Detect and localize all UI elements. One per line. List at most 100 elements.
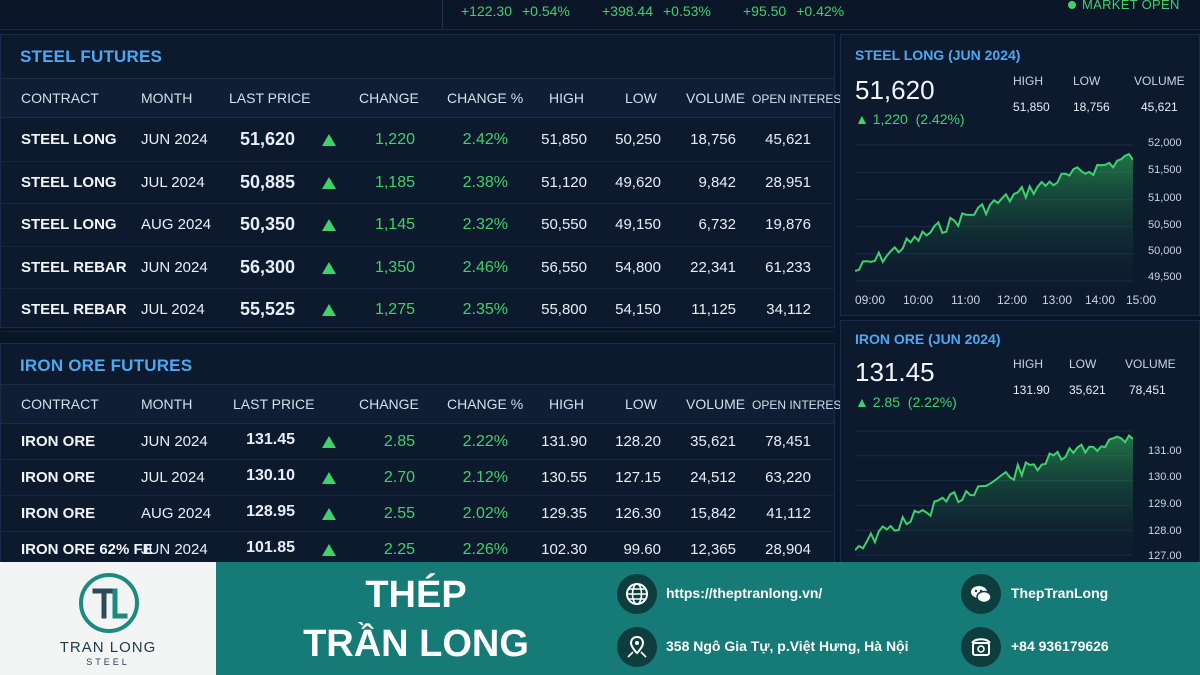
cell-oi: 28,951 [765, 173, 811, 191]
cell-contract: IRON ORE [21, 469, 96, 486]
y-tick-label: 127.00 [1148, 550, 1182, 562]
header-open-interest: OPEN INTEREST [752, 398, 849, 412]
website-link[interactable]: https://theptranlong.vn/ [666, 585, 823, 601]
steel-futures-panel: STEEL FUTURES CONTRACT MONTH LAST PRICE … [0, 34, 849, 332]
cell-change: 2.25 [383, 541, 415, 558]
cell-change: 1,350 [374, 258, 415, 276]
panel-title: STEEL FUTURES [20, 47, 163, 66]
steel-price-line-chart [855, 144, 1133, 287]
header-low: LOW [625, 90, 657, 106]
cell-change: 1,185 [374, 173, 415, 191]
cell-month: JUN 2024 [141, 541, 208, 558]
chart-change: ▲ 1,220 (2.42%) [855, 111, 965, 127]
cell-change: 1,145 [374, 216, 415, 234]
cell-low: 54,150 [615, 301, 661, 319]
chart-price-line [855, 433, 1133, 551]
header-change-pct: CHANGE % [447, 396, 524, 412]
y-tick-label: 50,500 [1148, 219, 1182, 231]
chart-last-price: 51,620 [855, 75, 935, 105]
tran-long-logo-icon [79, 573, 139, 633]
cell-volume: 24,512 [690, 469, 736, 486]
table-row[interactable]: IRON ORE 62% FE JUN 2024 101.85 2.25 2.26% 10… [1, 532, 834, 568]
cell-high: 50,550 [541, 216, 587, 234]
cell-high: 130.55 [541, 469, 587, 486]
table-row[interactable]: IRON ORE AUG 2024 128.95 2.55 2.02% 129.35 126… [1, 496, 834, 532]
up-arrow-icon [322, 261, 336, 274]
header-contract: CONTRACT [21, 396, 99, 412]
map-pin-icon [617, 627, 657, 667]
chart-last-price: 131.45 [855, 357, 935, 387]
cell-contract: IRON ORE 62% FE [21, 541, 153, 558]
y-tick-label: 129.00 [1148, 498, 1182, 510]
cell-last: 55,525 [239, 299, 295, 320]
table-header: CONTRACT MONTH LAST PRICE CHANGE CHANGE … [1, 78, 849, 118]
cell-month: JUN 2024 [141, 433, 208, 450]
header-month: MONTH [141, 90, 193, 106]
y-tick-label: 131.00 [1148, 445, 1182, 457]
address-text: 358 Ngô Gia Tự, p.Việt Hưng, Hà Nội [666, 638, 909, 654]
footer-banner: TRAN LONG STEEL THÉP TRẦN LONG https://t… [0, 562, 1200, 675]
cell-last: 56,300 [239, 256, 295, 277]
header-high: HIGH [549, 90, 584, 106]
table-row[interactable]: IRON ORE JUN 2024 131.45 2.85 2.22% 131.90 128… [1, 424, 834, 460]
table-row[interactable]: IRON ORE JUL 2024 130.10 2.70 2.12% 130.55 127… [1, 460, 834, 496]
chat-icon [961, 574, 1001, 614]
cell-oi: 45,621 [765, 131, 811, 148]
y-tick-label: 49,500 [1148, 271, 1182, 283]
phone-icon [961, 627, 1001, 667]
cell-volume: 11,125 [691, 301, 736, 319]
cell-volume: 12,365 [690, 541, 736, 558]
cell-pct: 2.32% [462, 216, 508, 234]
cell-last: 50,885 [239, 171, 295, 192]
panel-title: IRON ORE FUTURES [20, 356, 193, 375]
x-tick-label: 09:00 [855, 293, 886, 307]
cell-high: 56,550 [541, 258, 587, 276]
up-arrow-icon [322, 544, 336, 556]
phone-number[interactable]: +84 936179626 [1011, 638, 1109, 654]
table-row[interactable]: STEEL LONG AUG 2024 50,350 1,145 2.32% 50,550… [1, 204, 834, 247]
cell-last: 131.45 [246, 431, 295, 448]
ticker-bar: +122.30 +0.54% +398.44 +0.53% +95.50 +0.42%… [0, 0, 1200, 30]
up-arrow-icon [322, 472, 336, 484]
cell-month: AUG 2024 [141, 505, 212, 522]
cell-change: 1,275 [374, 301, 415, 319]
cell-pct: 2.38% [462, 173, 508, 191]
up-arrow-icon [322, 304, 336, 317]
x-tick-label: 14:00 [1085, 293, 1116, 307]
brand-line-2: TRẦN LONG [303, 623, 529, 665]
cell-contract: STEEL LONG [21, 131, 117, 148]
cell-volume: 6,732 [698, 216, 736, 234]
cell-last: 130.10 [246, 467, 295, 484]
cell-high: 51,850 [541, 131, 587, 148]
x-tick-label: 10:00 [903, 293, 934, 307]
table-row[interactable]: STEEL LONG JUL 2024 50,885 1,185 2.38% 51,120… [1, 162, 834, 205]
table-header: CONTRACT MONTH LAST PRICE CHANGE CHANGE … [1, 384, 849, 424]
table-row[interactable]: STEEL LONG JUN 2024 51,620 1,220 2.42% 51,850… [1, 119, 834, 162]
iron-ore-price-line-chart [855, 430, 1133, 561]
social-handle[interactable]: ThepTranLong [1011, 585, 1109, 601]
y-tick-label: 51,500 [1148, 164, 1182, 176]
market-status: MARKET OPEN [1068, 0, 1180, 12]
status-dot-icon [1068, 1, 1076, 9]
table-row[interactable]: STEEL REBAR JUL 2024 55,525 1,275 2.35% 55,80… [1, 289, 834, 332]
table-row[interactable]: STEEL REBAR JUN 2024 56,300 1,350 2.46% 56,55… [1, 247, 834, 290]
cell-contract: STEEL REBAR [21, 301, 127, 319]
cell-oi: 19,876 [765, 216, 811, 234]
cell-change: 2.85 [383, 433, 415, 450]
header-last-price: LAST PRICE [229, 90, 311, 106]
logo-subtitle: STEEL [86, 657, 130, 667]
cell-oi: 41,112 [766, 505, 811, 522]
stat-high-label: HIGH [1013, 74, 1043, 88]
cell-pct: 2.46% [462, 258, 508, 276]
stat-volume-value: 78,451 [1129, 383, 1166, 397]
cell-last: 128.95 [246, 503, 295, 520]
cell-change: 2.70 [383, 469, 415, 486]
stat-high-value: 51,850 [1013, 100, 1050, 114]
y-tick-label: 50,000 [1148, 245, 1182, 257]
ticker-item: +95.50 +0.42% [743, 3, 845, 19]
cell-month: AUG 2024 [141, 216, 212, 234]
cell-low: 128.20 [615, 433, 661, 450]
steel-long-chart-panel: STEEL LONG (JUN 2024) 51,620 ▲ 1,220 (2.… [840, 34, 1200, 316]
cell-oi: 61,233 [765, 258, 811, 276]
up-arrow-icon [322, 134, 336, 146]
